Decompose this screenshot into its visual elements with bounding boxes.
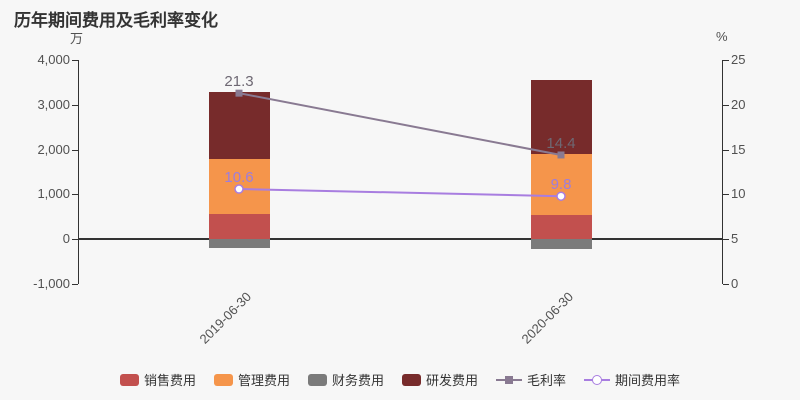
tick-mark xyxy=(72,284,78,285)
legend-item-rd-expense[interactable]: 研发费用 xyxy=(402,370,478,389)
right-axis-tick: 20 xyxy=(731,96,746,112)
bar-sales-expense-1[interactable] xyxy=(530,215,592,240)
legend-label-admin-expense: 管理费用 xyxy=(237,373,290,388)
legend-swatch-finance-expense xyxy=(307,373,327,386)
legend-item-finance-expense[interactable]: 财务费用 xyxy=(307,370,384,389)
legend-label-sales-expense: 销售费用 xyxy=(143,373,196,388)
left-axis-tick: 2,000 xyxy=(37,141,70,157)
bar-rd-expense-0[interactable] xyxy=(208,92,270,159)
value-label-gross-margin-0: 21.3 xyxy=(224,73,254,91)
tick-mark xyxy=(72,239,78,241)
value-label-period-expense-ratio-1: 9.8 xyxy=(550,176,572,194)
legend-swatch-admin-expense xyxy=(213,373,233,386)
tick-mark xyxy=(723,284,729,285)
legend-label-period-expense-ratio: 期间费用率 xyxy=(615,373,681,388)
left-axis-tick: 1,000 xyxy=(37,186,70,202)
left-axis-line xyxy=(78,60,79,284)
legend-item-gross-margin[interactable]: 毛利率 xyxy=(496,370,566,389)
right-axis-line xyxy=(722,60,723,284)
line-gross-margin xyxy=(238,92,562,156)
legend-swatch-sales-expense xyxy=(119,373,139,386)
left-axis-unit: 万 xyxy=(70,31,84,46)
tick-mark xyxy=(72,149,78,151)
tick-mark xyxy=(723,239,729,241)
legend-item-admin-expense[interactable]: 管理费用 xyxy=(213,370,290,389)
legend-label-finance-expense: 财务费用 xyxy=(331,373,384,388)
bar-finance-expense-1[interactable] xyxy=(530,239,592,250)
tick-mark xyxy=(72,60,78,61)
legend-item-sales-expense[interactable]: 销售费用 xyxy=(119,370,196,389)
legend-item-period-expense-ratio[interactable]: 期间费用率 xyxy=(584,370,680,389)
marker-period-expense-ratio-0[interactable] xyxy=(234,184,244,194)
value-label-gross-margin-1: 14.4 xyxy=(546,134,576,152)
tick-mark xyxy=(723,104,729,106)
x-axis-label-0: 2019-06-30 xyxy=(195,289,254,347)
legend: 销售费用 管理费用 财务费用 研发费用 毛利率 期间费用率 xyxy=(0,370,800,389)
tick-mark xyxy=(723,60,729,61)
left-axis-tick: 4,000 xyxy=(37,52,70,67)
right-axis-tick: 15 xyxy=(731,141,746,157)
left-axis-tick: -1,000 xyxy=(33,276,70,291)
chart-title: 历年期间费用及毛利率变化 xyxy=(14,11,218,30)
legend-swatch-gross-margin xyxy=(496,374,523,386)
left-axis-tick: 3,000 xyxy=(37,96,70,112)
marker-gross-margin-0[interactable] xyxy=(235,89,243,97)
bar-sales-expense-0[interactable] xyxy=(208,214,270,240)
bar-finance-expense-0[interactable] xyxy=(208,239,270,249)
marker-period-expense-ratio-1[interactable] xyxy=(556,191,566,201)
zero-line xyxy=(78,238,722,241)
tick-mark xyxy=(72,194,78,196)
marker-gross-margin-1[interactable] xyxy=(557,151,565,159)
value-label-period-expense-ratio-0: 10.6 xyxy=(224,169,254,187)
line-period-expense-ratio xyxy=(238,188,562,198)
legend-square-marker-icon xyxy=(505,375,514,384)
legend-swatch-rd-expense xyxy=(402,373,421,386)
legend-swatch-period-expense-ratio xyxy=(584,374,611,386)
x-axis-label-1: 2020-06-30 xyxy=(517,289,576,347)
legend-label-gross-margin: 毛利率 xyxy=(527,373,567,388)
right-axis-tick: 10 xyxy=(731,186,746,202)
right-axis-tick: 5 xyxy=(731,231,739,247)
right-axis-tick: 25 xyxy=(731,52,746,67)
tick-mark xyxy=(723,194,729,196)
left-axis-tick: 0 xyxy=(62,231,70,247)
right-axis-tick: 0 xyxy=(731,276,739,291)
tick-mark xyxy=(72,104,78,106)
tick-mark xyxy=(723,149,729,151)
legend-label-rd-expense: 研发费用 xyxy=(426,373,479,388)
line-series-layer xyxy=(234,89,566,201)
right-axis-unit: % xyxy=(716,29,728,44)
bar-rd-expense-1[interactable] xyxy=(530,79,592,155)
bar-admin-expense-1[interactable] xyxy=(530,154,592,215)
legend-circle-marker-icon xyxy=(592,374,603,385)
